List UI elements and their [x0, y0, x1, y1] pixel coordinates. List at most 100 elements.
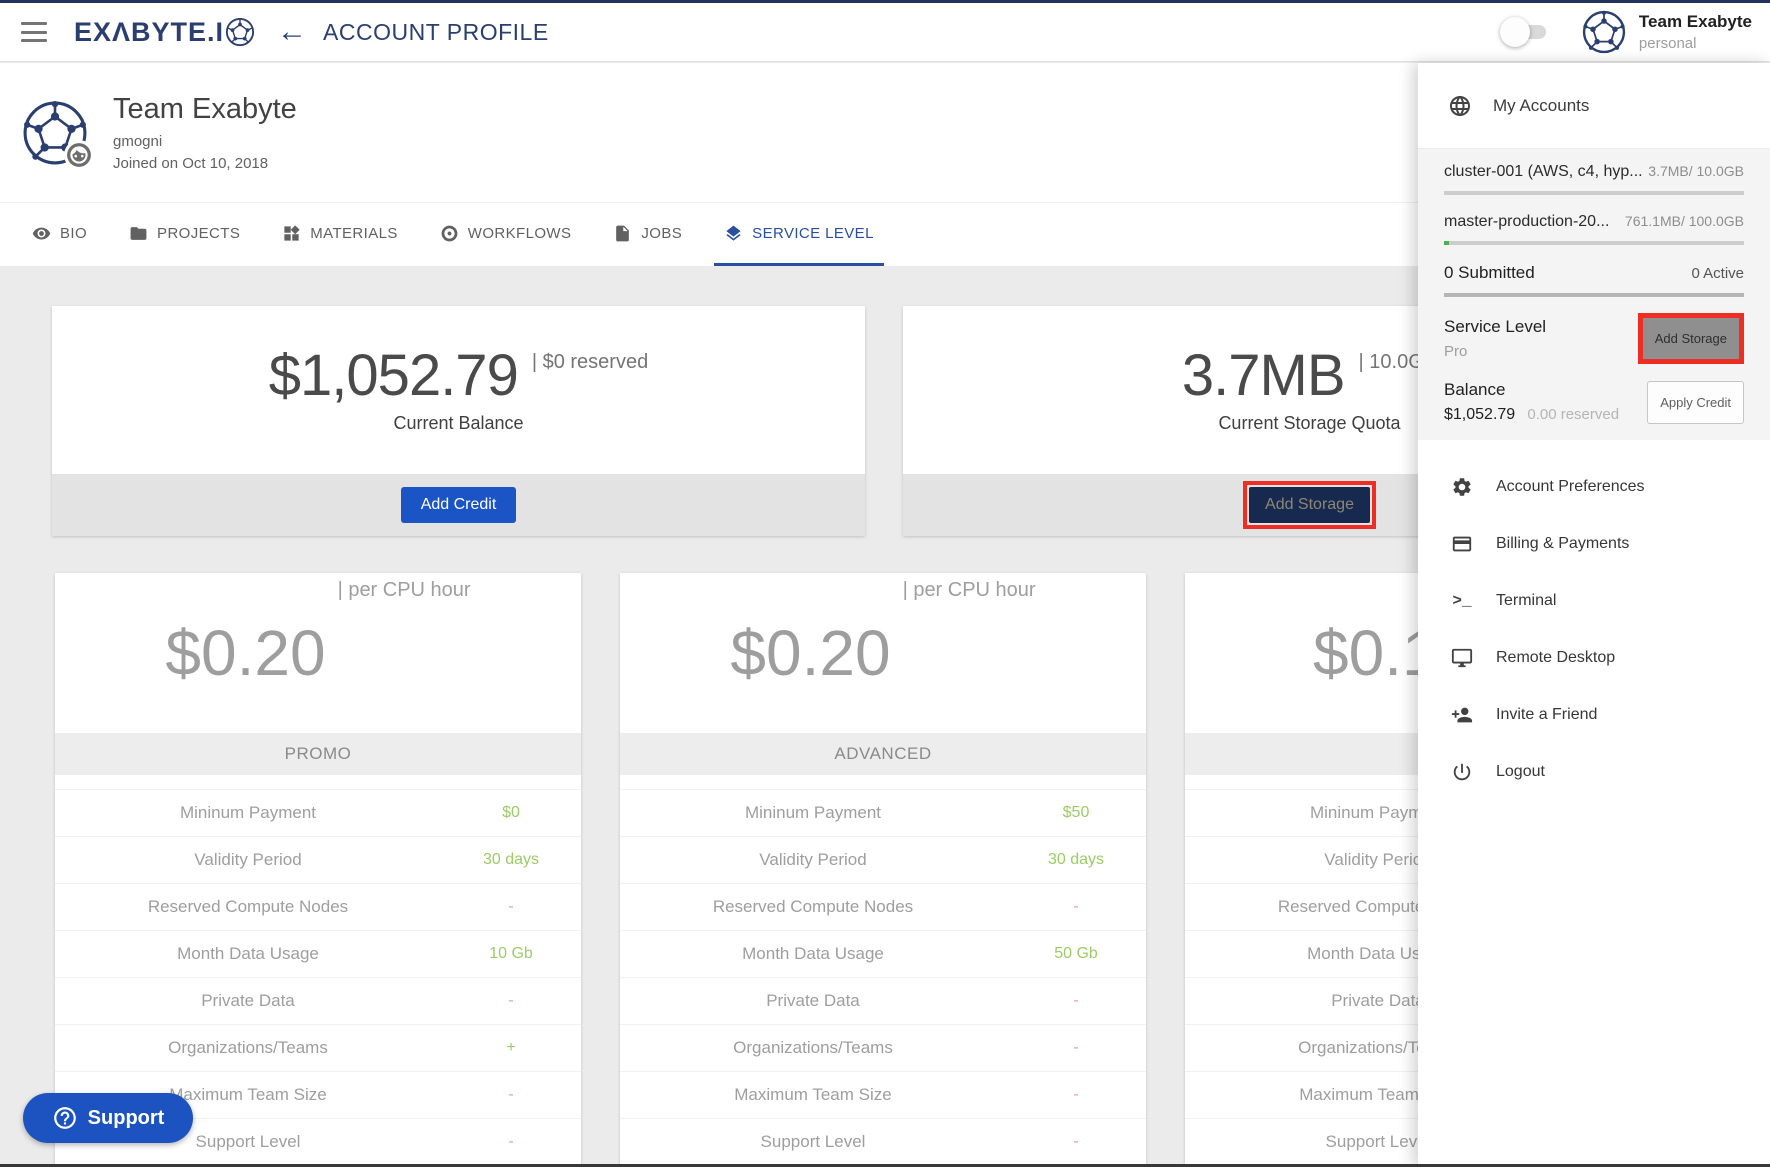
person-badge-icon [64, 139, 94, 170]
jobs-active: 0 Active [1691, 265, 1744, 282]
row-label: Organizations/Teams [168, 1038, 328, 1057]
power-icon [1453, 763, 1471, 780]
menu-item-logout[interactable]: Logout [1418, 743, 1770, 800]
plan-table: Mininum Payment $50 Validity Period 30 day… [620, 789, 1146, 1165]
my-accounts-item[interactable]: My Accounts [1418, 63, 1770, 148]
table-row: Maximum Team Size - [55, 1071, 581, 1118]
profile-texts: Team Exabyte gmogni Joined on Oct 10, 20… [113, 93, 297, 172]
plan-card-advanced: $0.20 | per CPU hour ADVANCED Mininum Pa… [620, 573, 1146, 1167]
menu-item-remote-desktop[interactable]: Remote Desktop [1418, 629, 1770, 686]
avatar[interactable] [1582, 10, 1626, 54]
plan-unit: | per CPU hour [337, 579, 471, 601]
table-row: Mininum Payment $0 [55, 789, 581, 836]
back-arrow-icon[interactable]: ← [277, 15, 308, 48]
page-title: ACCOUNT PROFILE [323, 18, 549, 45]
cluster-usage: 761.1MB/ 100.0GB [1624, 213, 1744, 229]
menu-item-account-preferences[interactable]: Account Preferences [1418, 458, 1770, 515]
plan-price: $0.20 [165, 617, 326, 689]
panel-balance-label: Balance [1444, 380, 1506, 399]
top-bar-right: Team Exabyte personal [1499, 10, 1752, 54]
panel-add-storage-button[interactable]: Add Storage [1642, 318, 1739, 359]
jobs-status[interactable]: 0 Submitted 0 Active [1444, 263, 1744, 283]
top-bar: EXΛBYTE.I ← ACCOUNT PROFILE [0, 3, 1770, 62]
user-type: personal [1638, 35, 1697, 52]
balance-hero: $1,052.79 | $0 reserved Current Balance [52, 306, 865, 474]
service-level-label: Service Level [1444, 317, 1547, 336]
support-label: Support [87, 1106, 165, 1129]
tab-label: BIO [60, 224, 88, 242]
account-toggle[interactable] [1499, 17, 1546, 47]
support-button[interactable]: Support [23, 1093, 193, 1143]
menu-item-label: Billing & Payments [1496, 534, 1630, 552]
row-label: Private Data [201, 991, 295, 1010]
row-label: Validity Period [1324, 850, 1432, 869]
menu-item-invite-friend[interactable]: Invite a Friend [1418, 686, 1770, 743]
logo[interactable]: EXΛBYTE.I [74, 17, 255, 48]
plan-card-promo: $0.20 | per CPU hour PROMO Mininum Payme… [55, 573, 581, 1167]
row-label: Support Level [195, 1132, 301, 1151]
plan-price: $0.20 [730, 617, 891, 689]
cluster-progress-bar [1444, 241, 1744, 245]
add-storage-button[interactable]: Add Storage [1249, 487, 1370, 523]
row-value: - [1073, 1133, 1079, 1150]
row-label: Maximum Team Size [169, 1085, 327, 1104]
service-level-value: Pro [1444, 343, 1468, 360]
table-row: Maximum Team Size - [620, 1071, 1146, 1118]
row-value: - [508, 1133, 514, 1150]
tab-jobs[interactable]: JOBS [603, 203, 692, 266]
panel-balance-amount: $1,052.79 [1444, 406, 1516, 423]
jobs-progress-bar [1444, 293, 1744, 297]
tab-bio[interactable]: BIO [22, 203, 97, 266]
row-label: Mininum Payment [744, 803, 882, 822]
account-panel: My Accounts cluster-001 (AWS, c4, hyp...… [1418, 63, 1770, 1167]
add-credit-button[interactable]: Add Credit [400, 487, 517, 523]
row-value: $0 [502, 804, 520, 821]
row-value: - [508, 1086, 514, 1103]
balance-amount: $1,052.79 [268, 342, 519, 408]
profile-username: gmogni [113, 133, 163, 150]
storage-label: Current Storage Quota [1218, 412, 1401, 433]
tab-label: JOBS [641, 224, 683, 242]
plan-price: $0.1 [1313, 617, 1438, 689]
jobs-submitted: 0 Submitted [1444, 263, 1535, 282]
menu-item-label: Logout [1496, 762, 1545, 780]
menu-item-billing[interactable]: Billing & Payments [1418, 515, 1770, 572]
table-row: Validity Period 30 days [55, 836, 581, 883]
service-level-row: Service Level Pro Add Storage [1444, 313, 1744, 364]
row-value: 50 Gb [1054, 945, 1098, 962]
row-label: Organizations/Teams [1298, 1038, 1458, 1057]
apply-credit-button[interactable]: Apply Credit [1647, 380, 1744, 424]
row-value: - [1073, 1086, 1079, 1103]
toggle-knob[interactable] [1499, 17, 1530, 47]
plan-name: PROMO [55, 733, 581, 775]
tab-service-level[interactable]: SERVICE LEVEL [714, 203, 884, 266]
cluster-item[interactable]: master-production-20... 761.1MB/ 100.0GB [1444, 213, 1744, 245]
row-label: Month Data Usage [177, 944, 319, 963]
tab-workflows[interactable]: WORKFLOWS [430, 203, 582, 266]
tab-materials[interactable]: MATERIALS [272, 203, 408, 266]
profile-ball-icon [23, 100, 87, 164]
window-top-edge [0, 0, 1770, 3]
menu-item-terminal[interactable]: >_ Terminal [1418, 572, 1770, 629]
table-row: Mininum Payment $50 [620, 789, 1146, 836]
menu-item-label: Remote Desktop [1496, 648, 1616, 666]
layers-icon [726, 225, 741, 241]
tab-projects[interactable]: PROJECTS [119, 203, 250, 266]
balance-footer: Add Credit [52, 474, 865, 536]
annotation-box-add-storage: Add Storage [1637, 313, 1744, 364]
plan-hero: $0.1 [1185, 573, 1711, 733]
monitor-icon [1451, 648, 1473, 667]
menu-icon[interactable] [21, 22, 47, 42]
balance-card: $1,052.79 | $0 reserved Current Balance … [52, 306, 865, 536]
table-row: Month Data Usage 10 Gb [55, 930, 581, 977]
table-row: Support Level - [620, 1118, 1146, 1165]
row-label: Support Level [760, 1132, 866, 1151]
cluster-item[interactable]: cluster-001 (AWS, c4, hyp... 3.7MB/ 10.0… [1444, 163, 1744, 195]
row-label: Organizations/Teams [733, 1038, 893, 1057]
row-label: Validity Period [759, 850, 867, 869]
menu-item-label: Invite a Friend [1496, 705, 1598, 723]
row-label: Support Level [1325, 1132, 1431, 1151]
profile-name: Team Exabyte [113, 93, 297, 125]
progress-fill [1444, 241, 1449, 245]
table-row: Private Data - [620, 977, 1146, 1024]
